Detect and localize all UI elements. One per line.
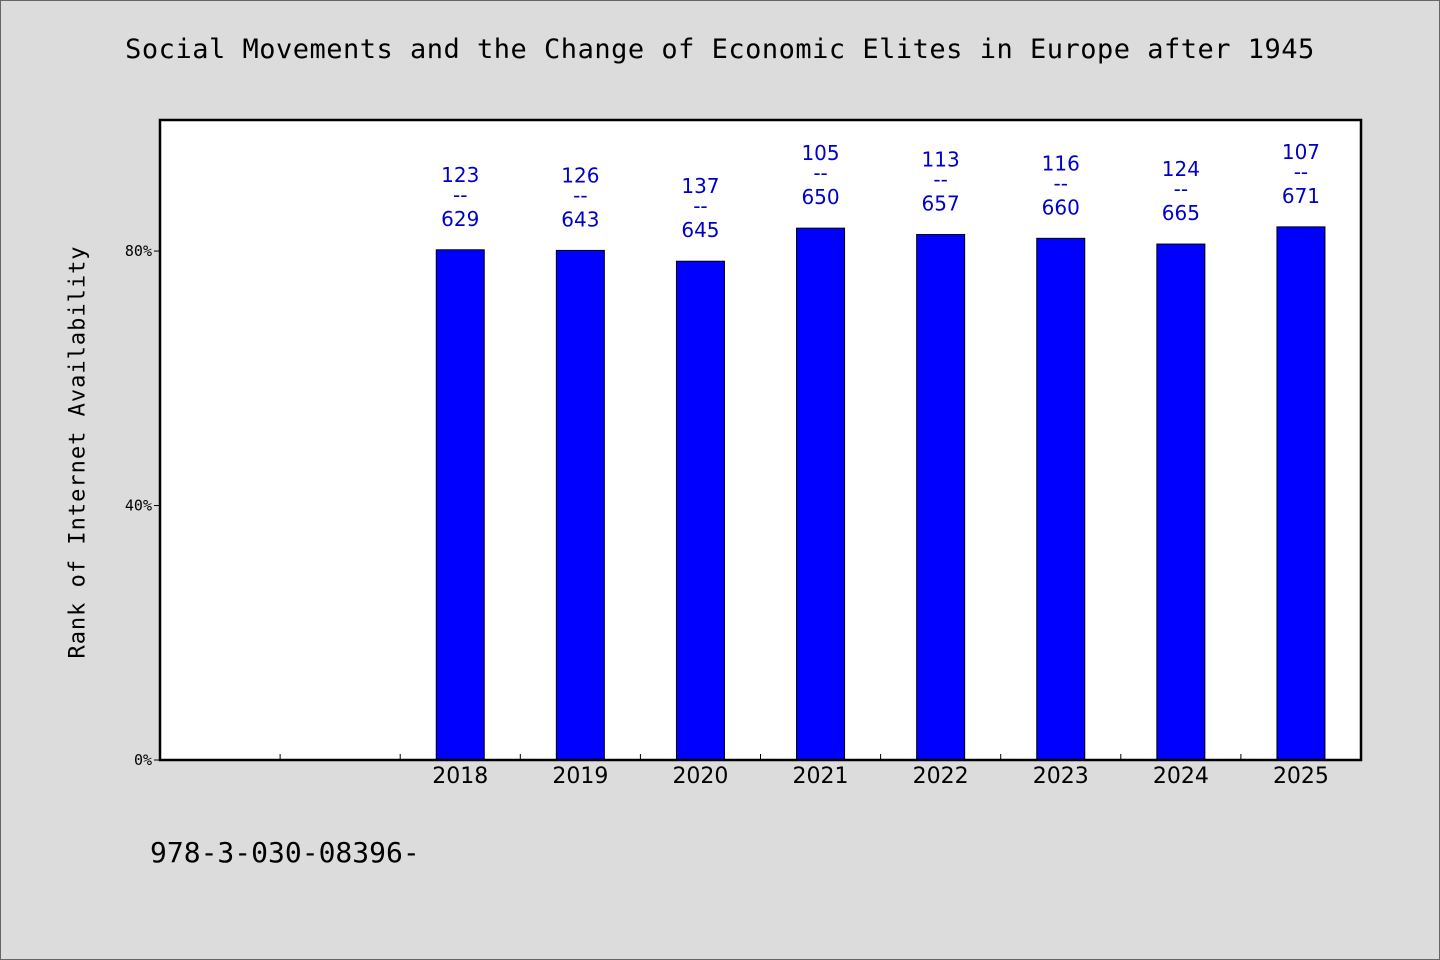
bar <box>1036 237 1086 761</box>
plot-border <box>158 118 1363 762</box>
bar-value-label-top: 123 <box>441 163 479 187</box>
bar <box>1276 226 1326 761</box>
bar-value-label-bottom: 660 <box>1042 195 1080 219</box>
bar-value-label-bottom: 643 <box>561 207 599 231</box>
bar-value-label-separator: -- <box>453 183 467 207</box>
bar-value-label-bottom: 665 <box>1162 201 1200 225</box>
x-category-label: 2019 <box>552 764 608 789</box>
y-tick-label: 40% <box>125 497 152 515</box>
bar <box>435 249 485 761</box>
chart-title: Social Movements and the Change of Econo… <box>125 34 1315 65</box>
bar-value-label-separator: -- <box>813 161 827 185</box>
bar-value-label-bottom: 671 <box>1282 184 1320 208</box>
x-category-label: 2018 <box>432 764 488 789</box>
bar-value-label-top: 105 <box>801 141 839 165</box>
x-category-label: 2020 <box>672 764 728 789</box>
bar-value-label-top: 107 <box>1282 140 1320 164</box>
bar-value-label-bottom: 645 <box>681 218 719 242</box>
bar-value-label-separator: -- <box>933 168 947 192</box>
bar-value-label-top: 116 <box>1042 151 1080 175</box>
bar-value-label-top: 126 <box>561 163 599 187</box>
bar-value-label-separator: -- <box>1294 160 1308 184</box>
x-category-label: 2022 <box>913 764 969 789</box>
x-category-label: 2023 <box>1033 764 1089 789</box>
y-tick-label: 0% <box>134 751 152 769</box>
x-category-label: 2021 <box>793 764 849 789</box>
bar <box>1156 243 1206 761</box>
bar <box>916 234 966 761</box>
bar-value-label-bottom: 657 <box>922 192 960 216</box>
bar-value-label-separator: -- <box>1174 177 1188 201</box>
footer-isbn-text: 978-3-030-08396- <box>150 836 420 869</box>
bar <box>796 227 846 761</box>
x-category-label: 2025 <box>1273 764 1329 789</box>
bar-value-label-separator: -- <box>693 194 707 218</box>
bar <box>555 249 605 761</box>
x-category-label: 2024 <box>1153 764 1209 789</box>
bar-value-label-bottom: 629 <box>441 207 479 231</box>
bar-value-label-separator: -- <box>573 183 587 207</box>
bar-value-label-top: 137 <box>681 174 719 198</box>
bar-value-label-top: 124 <box>1162 157 1200 181</box>
bar-value-label-separator: -- <box>1054 171 1068 195</box>
bar <box>675 260 725 761</box>
bar-value-label-top: 113 <box>922 148 960 172</box>
bar-value-label-bottom: 650 <box>801 185 839 209</box>
y-tick-label: 80% <box>125 242 152 260</box>
